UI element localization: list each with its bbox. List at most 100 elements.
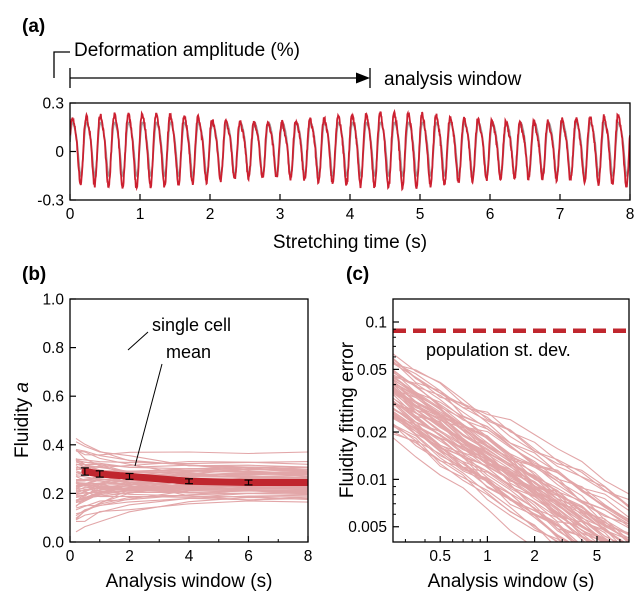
mean-error-bar bbox=[185, 478, 193, 485]
panel-b-xtick-label: 6 bbox=[244, 548, 253, 565]
fitting-error-line bbox=[393, 387, 629, 525]
panel-c-xtick-label: 2 bbox=[530, 548, 539, 565]
mean-error-bar bbox=[125, 472, 134, 480]
single-cell-line bbox=[75, 457, 308, 479]
mean-annotation: mean bbox=[166, 342, 211, 362]
fitting-error-line bbox=[393, 374, 619, 542]
fitting-error-line bbox=[393, 400, 604, 542]
panel-c-ylabel: Fluidity fitting error bbox=[337, 341, 358, 498]
single-cell-line bbox=[75, 448, 308, 471]
panel-a-axes: 0 1 2 3 4 5 6 7 8-0.300.3 bbox=[37, 96, 634, 224]
single-cell-line bbox=[75, 486, 308, 492]
panel-b-ytick-label: 0.8 bbox=[42, 340, 64, 357]
panel-a-xtick-label: 8 bbox=[626, 206, 635, 223]
fitting-error-line bbox=[393, 357, 629, 512]
fitting-error-lines bbox=[393, 353, 629, 542]
population-std-dev-label: population st. dev. bbox=[426, 340, 571, 360]
panel-c-xlabel: Analysis window (s) bbox=[428, 571, 595, 591]
fluidity-symbol: a bbox=[12, 382, 33, 393]
panel-b: (b) 0 2 4 6 80.00.20.40.60.81.0 single cell … bbox=[12, 264, 312, 591]
fitting-error-line bbox=[393, 424, 579, 542]
panel-c-axes: 0.5 1 2 5 0.005 0.01 0.02 0.05 0.1 bbox=[348, 314, 621, 565]
panel-c-ytick-label: 0.01 bbox=[357, 472, 387, 489]
panel-c-xtick-label: 5 bbox=[593, 548, 602, 565]
panel-a: (a) Deformation amplitude (%) analysis w… bbox=[22, 16, 634, 253]
panel-c-frame bbox=[392, 298, 630, 543]
single-cell-annotation: single cell bbox=[152, 315, 231, 335]
fitting-error-line bbox=[393, 437, 528, 542]
panel-a-xtick-label: 1 bbox=[136, 206, 145, 223]
panel-a-label: (a) bbox=[22, 16, 45, 37]
panel-a-ytick-label: 0 bbox=[55, 144, 64, 161]
fitting-error-line bbox=[393, 361, 629, 507]
fitting-error-line bbox=[393, 433, 560, 542]
fitting-error-line bbox=[393, 362, 629, 507]
fitting-error-line bbox=[393, 387, 598, 542]
panel-c-ytick-label: 0.1 bbox=[365, 314, 387, 331]
single-cell-line bbox=[75, 458, 308, 465]
panel-a-xtick-label: 0 bbox=[66, 206, 75, 223]
panel-a-ytick-label: -0.3 bbox=[37, 193, 64, 210]
panel-a-xlabel: Stretching time (s) bbox=[273, 232, 427, 253]
panel-c-ytick-label: 0.005 bbox=[348, 519, 387, 536]
single-cell-line bbox=[75, 449, 308, 456]
single-cell-line bbox=[75, 496, 308, 533]
single-cell-line bbox=[75, 475, 308, 497]
panel-c-xtick-label: 1 bbox=[483, 548, 492, 565]
fitting-error-line bbox=[393, 413, 590, 542]
panel-b-axes: 0 2 4 6 8 0.0 0.2 0.4 0.6 0.8 1.0 bbox=[42, 292, 312, 566]
panel-c: (c) 0.5 1 2 5 0.005 0.01 0.02 0.05 0.1 populatio… bbox=[337, 264, 630, 591]
panel-b-xlabel: Analysis window (s) bbox=[106, 571, 273, 591]
fitting-error-line bbox=[393, 423, 570, 542]
header-label: Deformation amplitude (%) bbox=[74, 40, 300, 61]
single-cell-line bbox=[75, 492, 308, 511]
panel-a-xtick-label: 4 bbox=[346, 206, 355, 223]
panel-b-xtick-label: 2 bbox=[125, 548, 134, 565]
single-cell-line bbox=[75, 461, 308, 468]
single-cell-line bbox=[75, 486, 308, 495]
panel-a-ytick-label: 0.3 bbox=[42, 96, 64, 113]
panel-b-xtick-label: 4 bbox=[185, 548, 194, 565]
panel-b-xtick-label: 8 bbox=[304, 548, 313, 565]
panel-b-xtick-label: 0 bbox=[66, 548, 75, 565]
fitting-error-line bbox=[393, 410, 586, 542]
panel-a-xtick-label: 2 bbox=[206, 206, 215, 223]
panel-a-xtick-label: 7 bbox=[556, 206, 565, 223]
single-cell-line bbox=[75, 494, 308, 509]
panel-c-xtick-label: 0.5 bbox=[429, 548, 451, 565]
fitting-error-line bbox=[393, 401, 629, 539]
mean-line bbox=[81, 468, 308, 486]
measured-deformation-line bbox=[70, 108, 630, 192]
single-cell-line bbox=[75, 450, 308, 476]
header-bracket bbox=[53, 51, 70, 78]
analysis-window-label: analysis window bbox=[384, 69, 522, 90]
fitting-error-line bbox=[393, 431, 562, 542]
single-cell-line bbox=[75, 500, 308, 522]
mean-error-bar bbox=[80, 467, 89, 476]
panel-b-label: (b) bbox=[22, 264, 46, 285]
panel-c-ytick-label: 0.02 bbox=[357, 424, 387, 441]
mean-error-bar bbox=[95, 470, 104, 478]
panel-c-label: (c) bbox=[346, 264, 369, 285]
panel-a-xtick-label: 3 bbox=[276, 206, 285, 223]
panel-b-ytick-label: 0.0 bbox=[42, 535, 64, 552]
single-cell-pointer bbox=[127, 331, 149, 351]
fitting-error-line bbox=[393, 411, 610, 542]
fitting-error-line bbox=[393, 378, 629, 521]
fitting-error-line bbox=[393, 390, 594, 542]
fitting-error-line bbox=[393, 424, 552, 542]
single-cell-line bbox=[75, 481, 308, 493]
panel-b-ylabel: Fluidity a bbox=[12, 382, 33, 458]
fitting-error-line bbox=[393, 379, 629, 525]
single-cell-line bbox=[75, 441, 308, 468]
single-cell-line bbox=[75, 489, 308, 515]
fitting-error-line bbox=[393, 415, 579, 542]
fitting-error-line bbox=[393, 369, 629, 523]
panel-b-ytick-label: 0.4 bbox=[42, 437, 64, 454]
mean-curve bbox=[80, 467, 308, 486]
single-cell-line bbox=[75, 468, 308, 482]
panel-b-ytick-label: 1.0 bbox=[42, 292, 64, 309]
panel-a-xtick-label: 5 bbox=[416, 206, 425, 223]
mean-error-bar bbox=[244, 479, 253, 486]
